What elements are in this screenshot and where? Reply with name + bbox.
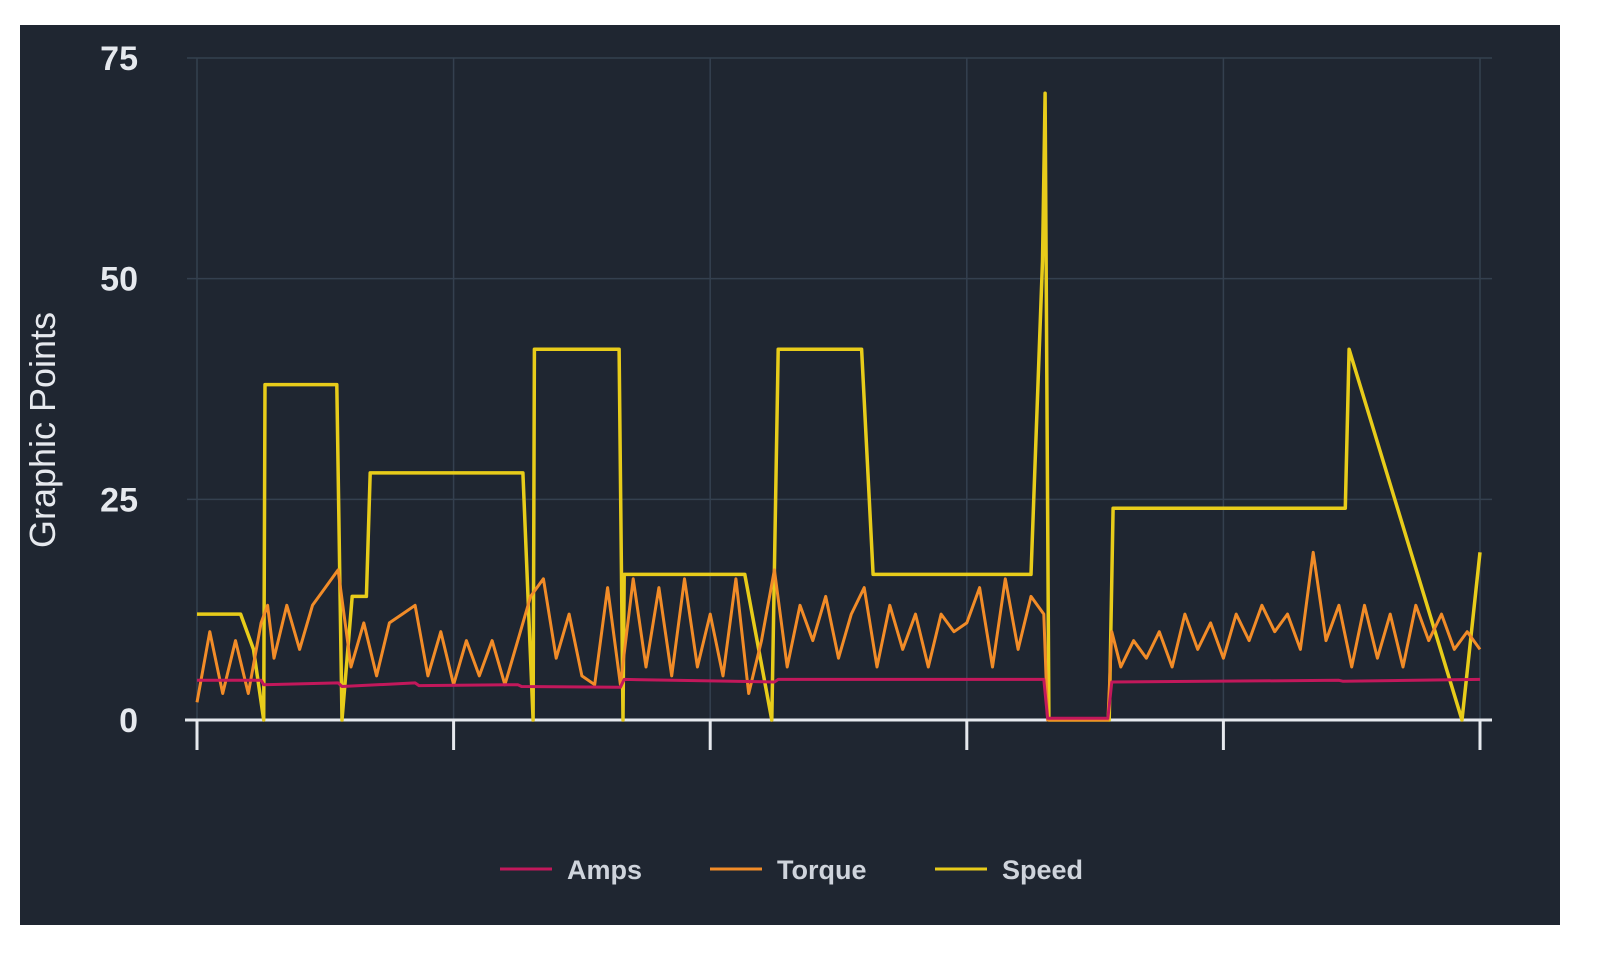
y-tick-label: 0 (119, 702, 138, 740)
y-axis: 0 25 50 75 (100, 40, 138, 740)
series-line-torque (195, 550, 1482, 722)
chart-panel (20, 25, 1560, 925)
y-tick-label: 25 (100, 481, 138, 519)
series-line-amps (197, 677, 1481, 720)
x-axis (185, 718, 1492, 750)
legend-label: Amps (567, 855, 642, 885)
legend[interactable]: Amps Torque Speed (500, 855, 1083, 885)
legend-label: Speed (1002, 855, 1083, 885)
legend-item-speed[interactable]: Speed (935, 855, 1083, 885)
legend-item-amps[interactable]: Amps (500, 855, 642, 885)
grid (187, 57, 1492, 720)
series-lines (195, 91, 1482, 722)
y-tick-label: 50 (100, 261, 138, 299)
legend-item-torque[interactable]: Torque (710, 855, 867, 885)
y-tick-label: 75 (100, 40, 138, 78)
legend-label: Torque (777, 855, 867, 885)
y-axis-title: Graphic Points (22, 312, 63, 548)
